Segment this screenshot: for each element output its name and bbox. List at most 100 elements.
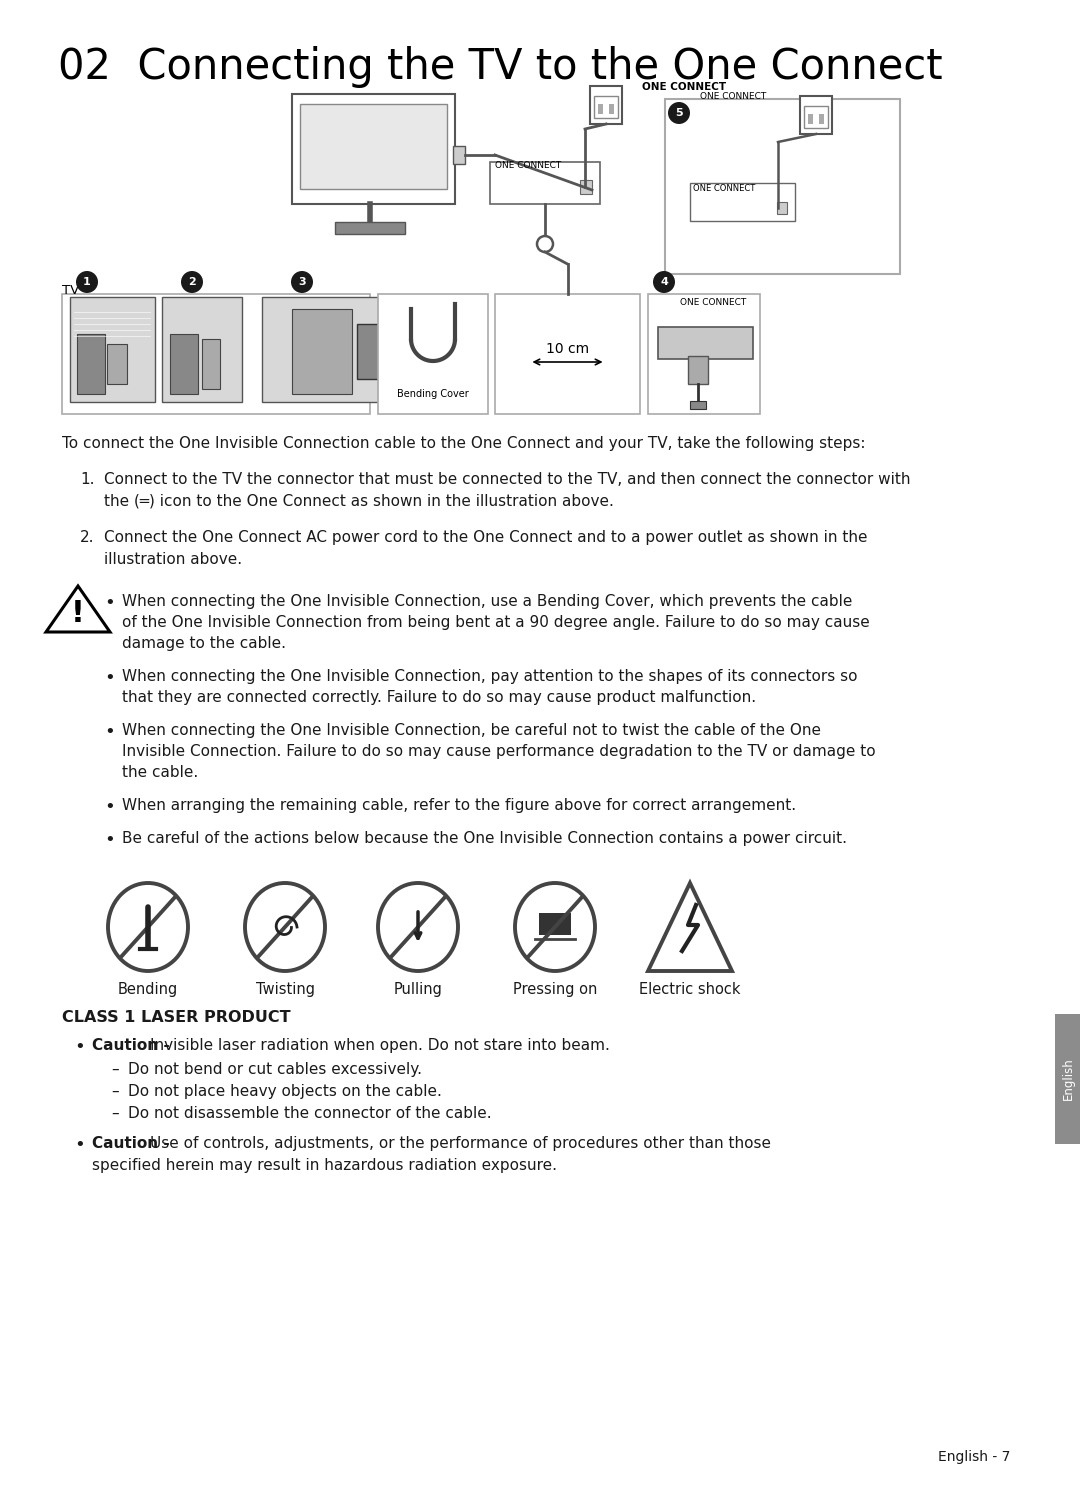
Ellipse shape [378, 883, 458, 971]
Bar [378, 294, 488, 414]
Text: the (═) icon to the One Connect as shown in the illustration above.: the (═) icon to the One Connect as shown… [104, 495, 613, 509]
Text: When connecting the One Invisible Connection, be careful not to twist the cable : When connecting the One Invisible Connec… [122, 723, 821, 738]
Ellipse shape [515, 883, 595, 971]
Bar [658, 327, 753, 359]
Bar [800, 96, 832, 134]
Text: English - 7: English - 7 [937, 1451, 1010, 1464]
Text: Invisible laser radiation when open. Do not stare into beam.: Invisible laser radiation when open. Do … [150, 1038, 610, 1053]
Text: TV: TV [62, 284, 79, 297]
Circle shape [291, 270, 313, 293]
Text: Use of controls, adjustments, or the performance of procedures other than those: Use of controls, adjustments, or the per… [150, 1135, 771, 1150]
Text: 2.: 2. [80, 530, 95, 545]
Bar [688, 356, 708, 384]
Text: Invisible Connection. Failure to do so may cause performance degradation to the : Invisible Connection. Failure to do so m… [122, 744, 876, 759]
Circle shape [76, 270, 98, 293]
Bar [495, 294, 640, 414]
Bar [665, 99, 900, 273]
Bar [335, 223, 405, 235]
Text: Electric shock: Electric shock [639, 982, 741, 996]
Bar [594, 96, 618, 118]
Bar [808, 114, 813, 124]
Text: •: • [75, 1038, 85, 1056]
Text: 3: 3 [298, 276, 306, 287]
Text: •: • [105, 723, 116, 741]
Bar [357, 324, 402, 379]
Bar [107, 344, 127, 384]
Bar [648, 294, 760, 414]
Bar [70, 297, 156, 402]
Ellipse shape [245, 883, 325, 971]
Text: Be careful of the actions below because the One Invisible Connection contains a : Be careful of the actions below because … [122, 831, 847, 846]
Bar [804, 106, 828, 128]
Text: ONE CONNECT: ONE CONNECT [680, 297, 746, 306]
Bar [292, 94, 455, 205]
Bar [490, 161, 600, 205]
Circle shape [653, 270, 675, 293]
Circle shape [669, 102, 690, 124]
Text: illustration above.: illustration above. [104, 551, 242, 568]
Bar [1055, 1014, 1080, 1144]
Text: that they are connected correctly. Failure to do so may cause product malfunctio: that they are connected correctly. Failu… [122, 690, 756, 705]
Polygon shape [46, 586, 110, 632]
Bar [170, 335, 198, 394]
Text: •: • [105, 831, 116, 849]
Text: Twisting: Twisting [256, 982, 314, 996]
Text: •: • [75, 1135, 85, 1153]
Bar [777, 202, 787, 214]
Bar [590, 87, 622, 124]
Bar [539, 913, 571, 935]
Text: –: – [111, 1106, 119, 1120]
Bar [598, 105, 603, 114]
Text: ONE CONNECT: ONE CONNECT [495, 161, 562, 170]
Bar [819, 114, 824, 124]
Circle shape [181, 270, 203, 293]
Bar [690, 182, 795, 221]
Text: When connecting the One Invisible Connection, use a Bending Cover, which prevent: When connecting the One Invisible Connec… [122, 595, 852, 610]
Bar [262, 297, 417, 402]
Text: Pulling: Pulling [393, 982, 443, 996]
Text: ONE CONNECT: ONE CONNECT [642, 82, 726, 93]
Text: –: – [111, 1085, 119, 1100]
Text: Bending: Bending [118, 982, 178, 996]
Text: •: • [105, 798, 116, 816]
Text: Caution -: Caution - [92, 1038, 175, 1053]
Text: 1.: 1. [80, 472, 95, 487]
Bar [690, 400, 706, 409]
Text: Do not bend or cut cables excessively.: Do not bend or cut cables excessively. [129, 1062, 422, 1077]
Text: When connecting the One Invisible Connection, pay attention to the shapes of its: When connecting the One Invisible Connec… [122, 669, 858, 684]
Text: 4: 4 [660, 276, 667, 287]
Text: damage to the cable.: damage to the cable. [122, 636, 286, 651]
Text: •: • [105, 595, 116, 613]
Text: 02  Connecting the TV to the One Connect: 02 Connecting the TV to the One Connect [58, 46, 943, 88]
Text: specified herein may result in hazardous radiation exposure.: specified herein may result in hazardous… [92, 1158, 557, 1173]
Text: ONE CONNECT: ONE CONNECT [693, 184, 755, 193]
Text: Do not place heavy objects on the cable.: Do not place heavy objects on the cable. [129, 1085, 442, 1100]
Text: 5: 5 [675, 108, 683, 118]
Bar [580, 179, 592, 194]
Text: 1: 1 [83, 276, 91, 287]
Bar [609, 105, 615, 114]
Text: English: English [1062, 1058, 1075, 1101]
Bar [202, 339, 220, 388]
Bar [62, 294, 370, 414]
Polygon shape [648, 883, 732, 971]
Text: 2: 2 [188, 276, 195, 287]
Bar [453, 146, 465, 164]
Text: Caution -: Caution - [92, 1135, 175, 1150]
Text: •: • [105, 669, 116, 687]
Bar [162, 297, 242, 402]
Bar [300, 105, 447, 190]
Text: Do not disassemble the connector of the cable.: Do not disassemble the connector of the … [129, 1106, 491, 1120]
Text: !: ! [71, 599, 85, 629]
Text: Connect the One Connect AC power cord to the One Connect and to a power outlet a: Connect the One Connect AC power cord to… [104, 530, 867, 545]
Text: of the One Invisible Connection from being bent at a 90 degree angle. Failure to: of the One Invisible Connection from bei… [122, 616, 869, 630]
Text: 10 cm: 10 cm [545, 342, 589, 356]
Bar [292, 309, 352, 394]
Bar [77, 335, 105, 394]
Text: the cable.: the cable. [122, 765, 199, 780]
Text: ONE CONNECT: ONE CONNECT [700, 93, 766, 102]
Text: CLASS 1 LASER PRODUCT: CLASS 1 LASER PRODUCT [62, 1010, 291, 1025]
Text: –: – [111, 1062, 119, 1077]
Text: Pressing on: Pressing on [513, 982, 597, 996]
Text: When arranging the remaining cable, refer to the figure above for correct arrang: When arranging the remaining cable, refe… [122, 798, 796, 813]
